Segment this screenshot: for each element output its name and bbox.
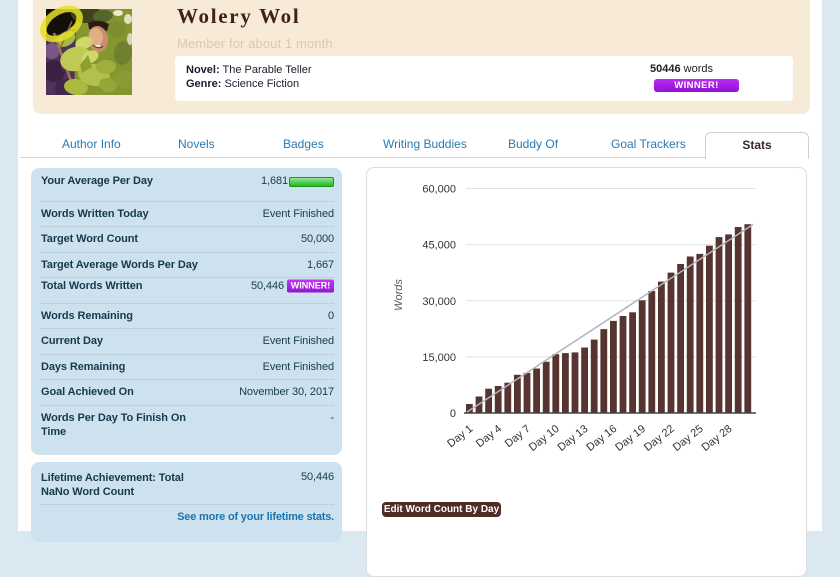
svg-text:Words: Words [393,279,405,311]
svg-text:Day 28: Day 28 [700,423,735,454]
svg-text:60,000: 60,000 [422,184,456,196]
svg-text:15,000: 15,000 [422,352,456,364]
svg-text:Day 16: Day 16 [584,423,619,454]
svg-text:Day 13: Day 13 [556,423,591,454]
svg-text:45,000: 45,000 [422,240,456,252]
svg-text:30,000: 30,000 [422,296,456,308]
svg-text:0: 0 [450,408,456,420]
svg-text:Day 1: Day 1 [445,423,475,450]
svg-text:Day 10: Day 10 [527,423,562,454]
svg-text:Day 4: Day 4 [474,423,504,450]
svg-text:Day 19: Day 19 [613,423,648,454]
svg-text:Day 25: Day 25 [671,423,706,454]
svg-text:Day 22: Day 22 [642,423,677,454]
